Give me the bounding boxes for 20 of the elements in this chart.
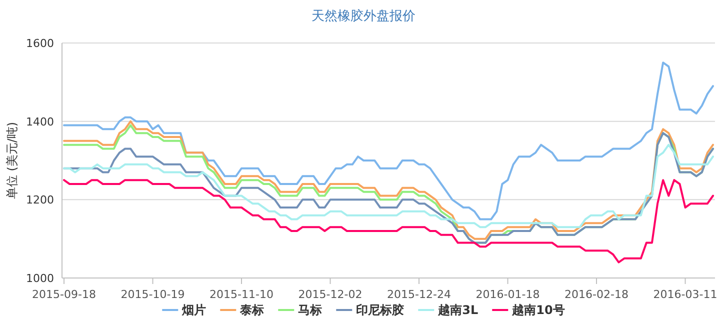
legend-label: 马标 xyxy=(298,303,322,317)
x-tick-label: 2015-12-24 xyxy=(387,288,451,301)
y-tick-label: 1600 xyxy=(26,37,54,50)
x-tick-label: 2015-12-02 xyxy=(298,288,362,301)
x-tick-label: 2015-11-10 xyxy=(210,288,274,301)
y-tick-label: 1400 xyxy=(26,115,54,128)
legend-label: 印尼标胶 xyxy=(356,303,404,317)
legend-label: 越南10号 xyxy=(511,303,565,317)
y-axis-title: 单位 (美元/吨) xyxy=(5,122,19,200)
y-tick-label: 1000 xyxy=(26,272,54,285)
x-tick-label: 2016-02-18 xyxy=(564,288,628,301)
x-tick-label: 2016-03-11 xyxy=(653,288,718,301)
x-tick-label: 2016-01-18 xyxy=(476,288,540,301)
legend-label: 越南3L xyxy=(437,303,478,317)
y-tick-label: 1200 xyxy=(26,194,54,207)
legend-label: 烟片 xyxy=(181,303,206,317)
legend-label: 泰标 xyxy=(239,303,264,317)
chart-title: 天然橡胶外盘报价 xyxy=(312,9,416,24)
x-tick-label: 2015-09-18 xyxy=(32,288,96,301)
x-tick-label: 2015-10-19 xyxy=(120,288,185,301)
